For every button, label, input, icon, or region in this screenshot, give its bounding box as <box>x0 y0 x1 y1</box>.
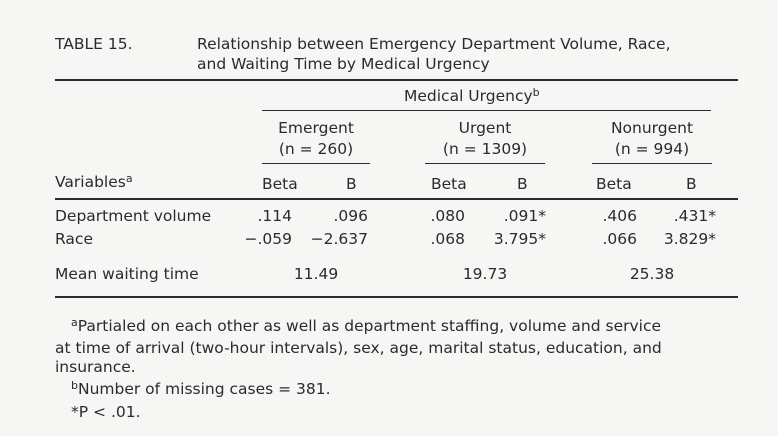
cell: .066 <box>602 230 637 248</box>
top-rule <box>55 79 738 81</box>
cell: 19.73 <box>462 265 508 283</box>
group-rule-nonurgent <box>592 163 712 165</box>
footnote-a: aPartialed on each other as well as depa… <box>71 316 662 335</box>
cell: −2.637 <box>310 230 368 248</box>
cell: .406 <box>602 207 637 225</box>
group-rule-urgent <box>425 163 545 165</box>
group-rule-emergent <box>262 163 370 165</box>
spanner-rule <box>262 110 711 112</box>
variables-header: Variablesa <box>55 172 133 191</box>
cell: 25.38 <box>629 265 675 283</box>
cell: −.059 <box>244 230 293 248</box>
group-nonurgent: Nonurgent <box>610 119 694 137</box>
cell: .096 <box>333 207 368 225</box>
cell: 3.829* <box>663 230 716 248</box>
spanner-footnote-mark: b <box>532 86 540 99</box>
col-beta-nonurgent: Beta <box>596 175 632 193</box>
table-label: TABLE 15. <box>55 35 133 53</box>
footnote-b: bNumber of missing cases = 381. <box>71 379 331 398</box>
col-b-emergent: B <box>346 175 357 193</box>
footnote-a-mark: a <box>71 316 78 329</box>
row-label-mean-waiting-time: Mean waiting time <box>55 265 199 283</box>
variables-footnote-mark: a <box>125 172 133 185</box>
col-beta-urgent: Beta <box>431 175 467 193</box>
table-title-line1: Relationship between Emergency Departmen… <box>197 35 671 53</box>
row-label-department-volume: Department volume <box>55 207 212 225</box>
spanner-header: Medical Urgencyb <box>404 86 540 105</box>
bottom-rule <box>55 296 738 298</box>
cell: .114 <box>257 207 292 225</box>
group-emergent-n: (n = 260) <box>278 140 354 158</box>
footnote-a-line3: insurance. <box>55 358 136 376</box>
cell: .080 <box>430 207 465 225</box>
group-nonurgent-n: (n = 994) <box>614 140 690 158</box>
group-urgent-n: (n = 1309) <box>442 140 528 158</box>
footnote-b-mark: b <box>71 379 78 392</box>
cell: .068 <box>430 230 465 248</box>
col-beta-emergent: Beta <box>262 175 298 193</box>
group-urgent: Urgent <box>458 119 512 137</box>
cell: .431* <box>673 207 716 225</box>
header-rule <box>55 198 738 200</box>
cell: 11.49 <box>293 265 339 283</box>
footnote-a-line2: at time of arrival (two-hour intervals),… <box>55 339 662 357</box>
cell: .091* <box>503 207 546 225</box>
table-title-line2: and Waiting Time by Medical Urgency <box>197 55 490 73</box>
col-b-urgent: B <box>517 175 528 193</box>
cell: 3.795* <box>493 230 546 248</box>
row-label-race: Race <box>55 230 93 248</box>
col-b-nonurgent: B <box>686 175 697 193</box>
footnote-star: *P < .01. <box>71 403 141 421</box>
group-emergent: Emergent <box>278 119 354 137</box>
